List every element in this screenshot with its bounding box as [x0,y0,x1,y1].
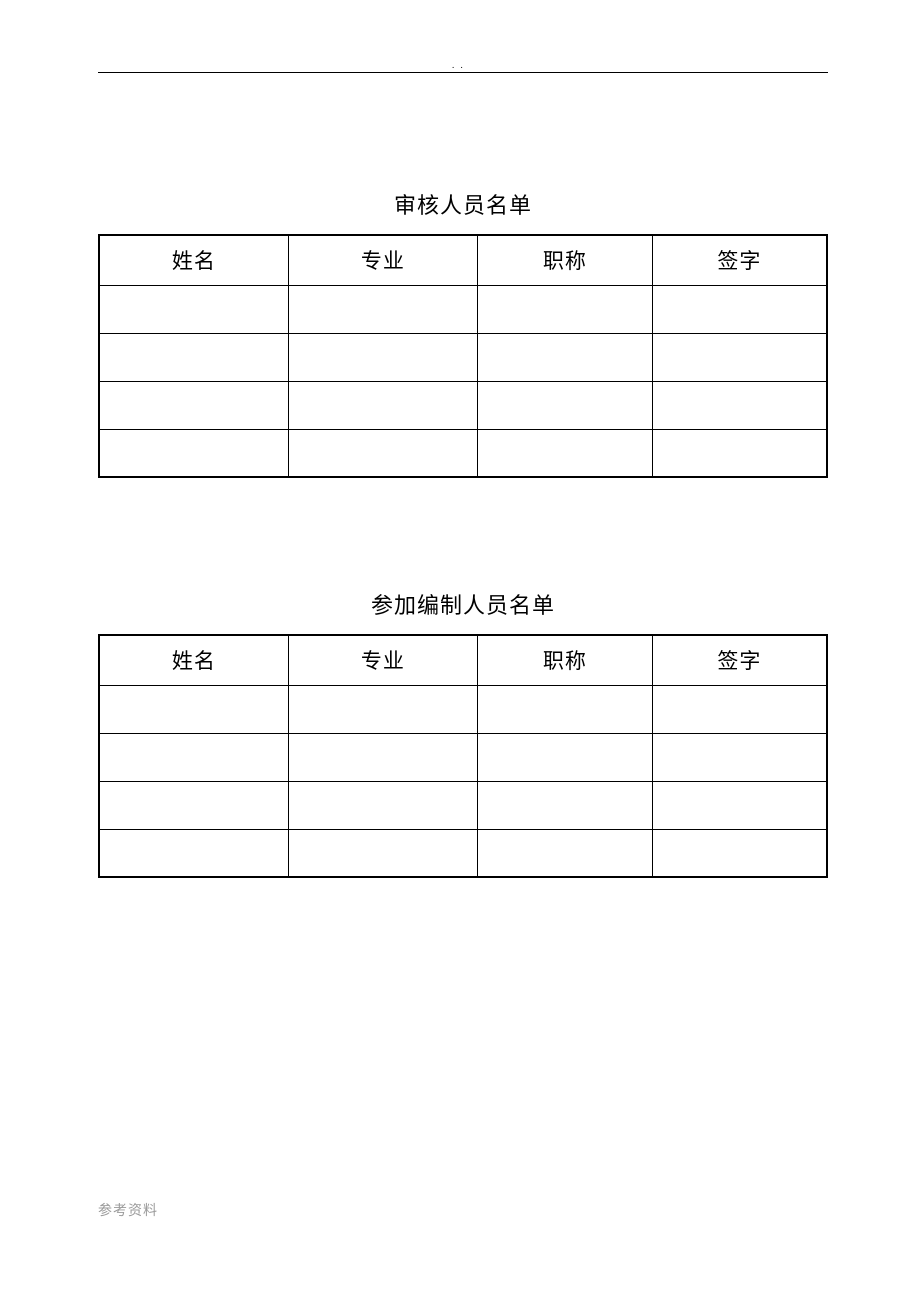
table-row [99,733,827,781]
cell-sign [652,285,827,333]
cell-title [478,285,653,333]
col-header-name: 姓名 [99,635,288,685]
cell-name [99,333,288,381]
cell-major [288,429,477,477]
cell-name [99,685,288,733]
cell-name [99,829,288,877]
cell-name [99,781,288,829]
cell-title [478,685,653,733]
review-personnel-table: 姓名 专业 职称 签字 [98,234,828,478]
col-header-name: 姓名 [99,235,288,285]
cell-sign [652,381,827,429]
content-wrapper: 审核人员名单 姓名 专业 职称 签字 [98,188,828,988]
cell-major [288,829,477,877]
cell-title [478,381,653,429]
cell-major [288,381,477,429]
cell-name [99,733,288,781]
table-row [99,429,827,477]
col-header-title: 职称 [478,635,653,685]
header-rule-line [98,72,828,73]
table-header-row: 姓名 专业 职称 签字 [99,635,827,685]
cell-sign [652,685,827,733]
table-row [99,781,827,829]
compile-personnel-table: 姓名 专业 职称 签字 [98,634,828,878]
cell-sign [652,333,827,381]
col-header-major: 专业 [288,635,477,685]
cell-name [99,429,288,477]
cell-title [478,429,653,477]
cell-sign [652,781,827,829]
cell-major [288,333,477,381]
cell-sign [652,829,827,877]
cell-major [288,781,477,829]
col-header-sign: 签字 [652,235,827,285]
cell-sign [652,733,827,781]
cell-title [478,829,653,877]
col-header-sign: 签字 [652,635,827,685]
review-table-title: 审核人员名单 [98,188,828,220]
compile-table-title: 参加编制人员名单 [98,588,828,620]
table-row [99,381,827,429]
cell-major [288,285,477,333]
cell-title [478,333,653,381]
cell-title [478,733,653,781]
header-dots: . . [452,60,465,70]
table-row [99,333,827,381]
table-row [99,829,827,877]
table-header-row: 姓名 专业 职称 签字 [99,235,827,285]
cell-name [99,285,288,333]
col-header-title: 职称 [478,235,653,285]
cell-major [288,733,477,781]
col-header-major: 专业 [288,235,477,285]
footer-reference-text: 参考资料 [98,1200,158,1220]
cell-name [99,381,288,429]
cell-title [478,781,653,829]
cell-major [288,685,477,733]
compile-personnel-section: 参加编制人员名单 姓名 专业 职称 签字 [98,588,828,878]
review-personnel-section: 审核人员名单 姓名 专业 职称 签字 [98,188,828,478]
table-row [99,685,827,733]
table-row [99,285,827,333]
cell-sign [652,429,827,477]
